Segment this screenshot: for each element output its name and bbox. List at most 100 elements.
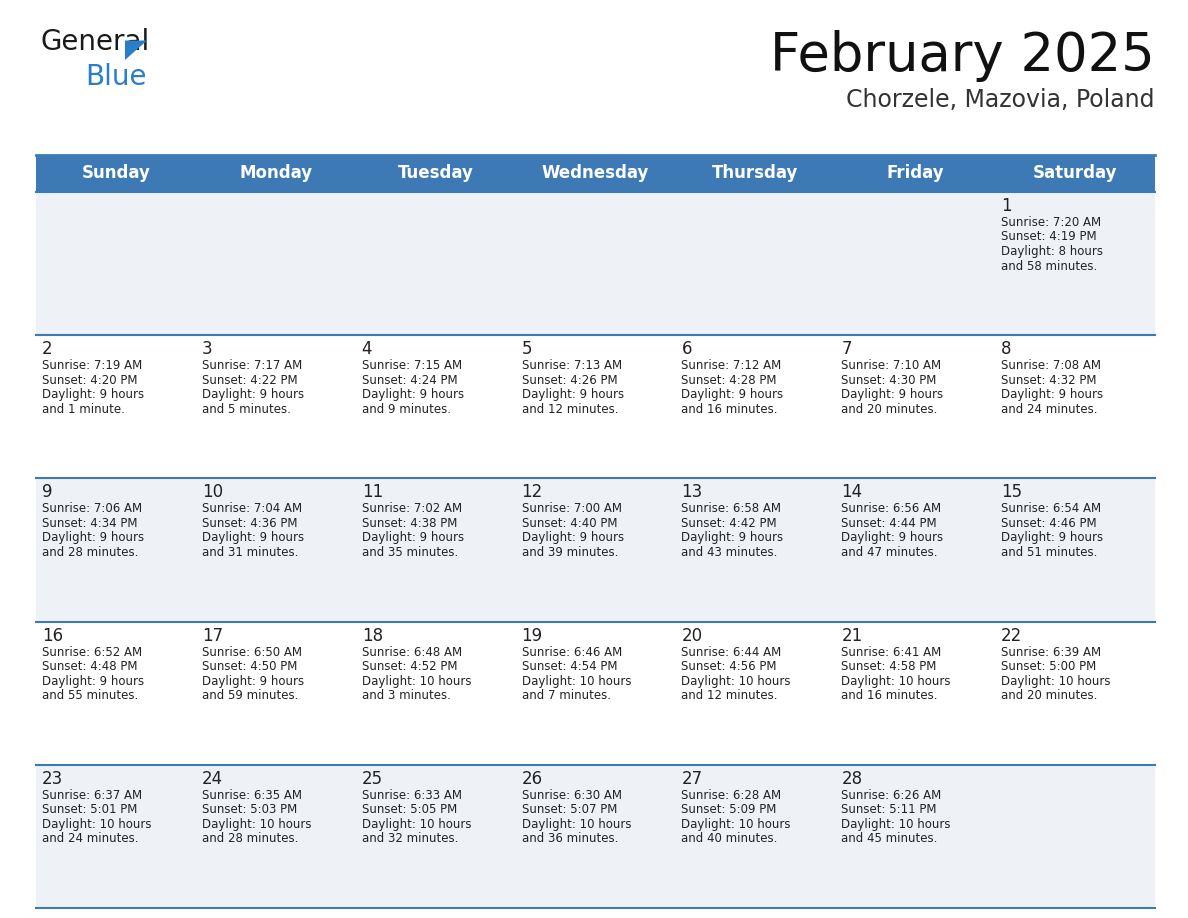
Text: Sunrise: 6:28 AM: Sunrise: 6:28 AM (682, 789, 782, 801)
Text: 6: 6 (682, 341, 691, 358)
Text: and 9 minutes.: and 9 minutes. (361, 403, 450, 416)
Text: Daylight: 10 hours: Daylight: 10 hours (682, 818, 791, 831)
Text: Friday: Friday (886, 164, 944, 183)
Text: Daylight: 9 hours: Daylight: 9 hours (42, 675, 144, 688)
Text: Sunset: 4:24 PM: Sunset: 4:24 PM (361, 374, 457, 386)
Text: Sunset: 5:03 PM: Sunset: 5:03 PM (202, 803, 297, 816)
Text: Sunset: 4:52 PM: Sunset: 4:52 PM (361, 660, 457, 673)
Text: Sunrise: 6:35 AM: Sunrise: 6:35 AM (202, 789, 302, 801)
Bar (36, 155, 1155, 192)
Text: and 51 minutes.: and 51 minutes. (1001, 546, 1098, 559)
Text: Tuesday: Tuesday (398, 164, 474, 183)
Text: and 35 minutes.: and 35 minutes. (361, 546, 457, 559)
Text: Sunrise: 6:37 AM: Sunrise: 6:37 AM (42, 789, 143, 801)
Text: Sunrise: 6:33 AM: Sunrise: 6:33 AM (361, 789, 462, 801)
Polygon shape (125, 40, 147, 60)
Text: 24: 24 (202, 770, 223, 788)
Text: 4: 4 (361, 341, 372, 358)
Text: Sunset: 4:28 PM: Sunset: 4:28 PM (682, 374, 777, 386)
Text: Sunset: 4:56 PM: Sunset: 4:56 PM (682, 660, 777, 673)
Text: Sunset: 4:19 PM: Sunset: 4:19 PM (1001, 230, 1097, 243)
Text: Daylight: 9 hours: Daylight: 9 hours (42, 388, 144, 401)
Text: 5: 5 (522, 341, 532, 358)
Text: 8: 8 (1001, 341, 1012, 358)
Bar (36, 765, 1155, 908)
Text: Blue: Blue (86, 63, 146, 91)
Text: and 39 minutes.: and 39 minutes. (522, 546, 618, 559)
Text: Sunrise: 6:41 AM: Sunrise: 6:41 AM (841, 645, 942, 658)
Text: and 28 minutes.: and 28 minutes. (202, 833, 298, 845)
Text: and 43 minutes.: and 43 minutes. (682, 546, 778, 559)
Text: 22: 22 (1001, 627, 1023, 644)
Text: Saturday: Saturday (1032, 164, 1118, 183)
Text: Daylight: 9 hours: Daylight: 9 hours (522, 388, 624, 401)
Text: Daylight: 9 hours: Daylight: 9 hours (841, 388, 943, 401)
Text: Daylight: 9 hours: Daylight: 9 hours (682, 532, 784, 544)
Text: Daylight: 8 hours: Daylight: 8 hours (1001, 245, 1104, 258)
Text: Daylight: 9 hours: Daylight: 9 hours (1001, 532, 1104, 544)
Text: Sunrise: 7:10 AM: Sunrise: 7:10 AM (841, 359, 941, 372)
Text: 19: 19 (522, 627, 543, 644)
Text: and 59 minutes.: and 59 minutes. (202, 689, 298, 702)
Text: Daylight: 9 hours: Daylight: 9 hours (42, 532, 144, 544)
Text: Sunrise: 6:30 AM: Sunrise: 6:30 AM (522, 789, 621, 801)
Text: February 2025: February 2025 (770, 30, 1155, 82)
Text: Sunrise: 7:17 AM: Sunrise: 7:17 AM (202, 359, 302, 372)
Text: and 24 minutes.: and 24 minutes. (1001, 403, 1098, 416)
Text: and 36 minutes.: and 36 minutes. (522, 833, 618, 845)
Text: Sunset: 4:46 PM: Sunset: 4:46 PM (1001, 517, 1097, 530)
Text: Daylight: 10 hours: Daylight: 10 hours (522, 818, 631, 831)
Text: Sunrise: 6:46 AM: Sunrise: 6:46 AM (522, 645, 621, 658)
Text: Chorzele, Mazovia, Poland: Chorzele, Mazovia, Poland (847, 88, 1155, 112)
Text: Sunrise: 7:02 AM: Sunrise: 7:02 AM (361, 502, 462, 515)
Text: Sunset: 5:09 PM: Sunset: 5:09 PM (682, 803, 777, 816)
Text: Sunrise: 6:56 AM: Sunrise: 6:56 AM (841, 502, 941, 515)
Text: Sunrise: 7:00 AM: Sunrise: 7:00 AM (522, 502, 621, 515)
Text: 13: 13 (682, 484, 702, 501)
Text: Sunrise: 6:44 AM: Sunrise: 6:44 AM (682, 645, 782, 658)
Text: Daylight: 10 hours: Daylight: 10 hours (361, 675, 472, 688)
Text: 10: 10 (202, 484, 223, 501)
Text: Sunset: 4:20 PM: Sunset: 4:20 PM (42, 374, 138, 386)
Text: 1: 1 (1001, 197, 1012, 215)
Text: 20: 20 (682, 627, 702, 644)
Text: Sunrise: 6:26 AM: Sunrise: 6:26 AM (841, 789, 942, 801)
Text: Sunrise: 7:08 AM: Sunrise: 7:08 AM (1001, 359, 1101, 372)
Text: 17: 17 (202, 627, 223, 644)
Text: Sunset: 4:54 PM: Sunset: 4:54 PM (522, 660, 617, 673)
Text: Daylight: 10 hours: Daylight: 10 hours (682, 675, 791, 688)
Bar (36, 478, 1155, 621)
Text: Sunrise: 6:50 AM: Sunrise: 6:50 AM (202, 645, 302, 658)
Text: and 20 minutes.: and 20 minutes. (1001, 689, 1098, 702)
Text: Sunset: 4:26 PM: Sunset: 4:26 PM (522, 374, 618, 386)
Text: Sunrise: 6:48 AM: Sunrise: 6:48 AM (361, 645, 462, 658)
Text: Sunset: 4:40 PM: Sunset: 4:40 PM (522, 517, 617, 530)
Text: Daylight: 9 hours: Daylight: 9 hours (1001, 388, 1104, 401)
Text: General: General (42, 28, 150, 56)
Text: and 20 minutes.: and 20 minutes. (841, 403, 937, 416)
Text: Daylight: 9 hours: Daylight: 9 hours (361, 532, 463, 544)
Bar (36, 335, 1155, 478)
Text: Sunset: 4:32 PM: Sunset: 4:32 PM (1001, 374, 1097, 386)
Text: Sunset: 4:48 PM: Sunset: 4:48 PM (42, 660, 138, 673)
Text: 2: 2 (42, 341, 52, 358)
Text: Sunrise: 7:15 AM: Sunrise: 7:15 AM (361, 359, 462, 372)
Text: Daylight: 9 hours: Daylight: 9 hours (361, 388, 463, 401)
Text: and 47 minutes.: and 47 minutes. (841, 546, 937, 559)
Text: and 1 minute.: and 1 minute. (42, 403, 125, 416)
Text: Wednesday: Wednesday (542, 164, 649, 183)
Text: and 12 minutes.: and 12 minutes. (682, 689, 778, 702)
Text: Daylight: 10 hours: Daylight: 10 hours (1001, 675, 1111, 688)
Text: Daylight: 10 hours: Daylight: 10 hours (361, 818, 472, 831)
Text: and 3 minutes.: and 3 minutes. (361, 689, 450, 702)
Text: 9: 9 (42, 484, 52, 501)
Text: Thursday: Thursday (712, 164, 798, 183)
Text: Sunset: 5:05 PM: Sunset: 5:05 PM (361, 803, 457, 816)
Text: 27: 27 (682, 770, 702, 788)
Text: and 7 minutes.: and 7 minutes. (522, 689, 611, 702)
Text: Sunrise: 6:58 AM: Sunrise: 6:58 AM (682, 502, 782, 515)
Text: and 58 minutes.: and 58 minutes. (1001, 260, 1098, 273)
Text: Daylight: 10 hours: Daylight: 10 hours (202, 818, 311, 831)
Text: Daylight: 9 hours: Daylight: 9 hours (202, 388, 304, 401)
Text: 7: 7 (841, 341, 852, 358)
